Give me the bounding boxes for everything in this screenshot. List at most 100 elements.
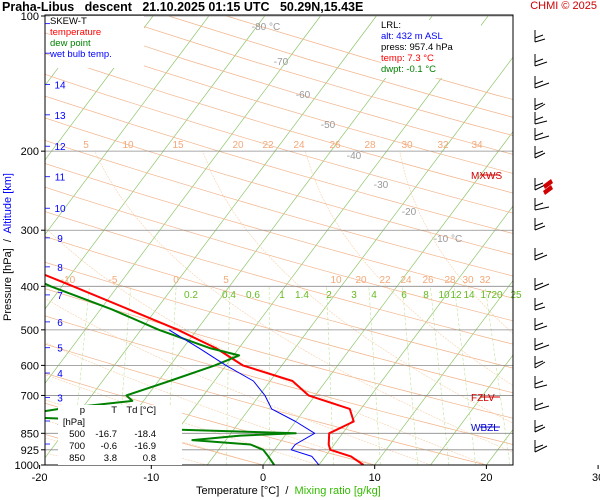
- altitude-tick-label: 4: [57, 369, 63, 380]
- dry-adiabat-line: [45, 236, 513, 369]
- isotherm-line: [45, 15, 154, 161]
- wind-barb: [534, 248, 548, 261]
- pressure-tick-label: 500: [21, 325, 39, 337]
- mixing-ratio-label: 12: [450, 290, 462, 301]
- table-cell: 3.8: [103, 453, 117, 464]
- mixing-ratio-label: 0.6: [246, 290, 260, 301]
- mixing-ratio-label: 2: [326, 290, 332, 301]
- temperature-tick-label: -20: [32, 472, 48, 484]
- temperature-tick-label: 10: [369, 472, 381, 484]
- y-axis-label: Pressure [hPa] / Altitude [km]: [2, 173, 14, 321]
- table-cell: 0.8: [142, 453, 156, 464]
- station-coords: 50.29N,15.43E: [279, 0, 364, 14]
- moist-adiabat-label: 22: [262, 140, 274, 151]
- altitude-tick-label: 5: [57, 344, 63, 355]
- mixing-ratio-line: [484, 286, 511, 465]
- table-row: 850 3.8 0.8: [58, 453, 182, 465]
- moist-adiabat-label: 26: [329, 140, 341, 151]
- legend-box: SKEW-T temperature dew point wet bulb te…: [50, 16, 144, 68]
- pressure-tick-label: 100: [21, 11, 39, 23]
- moist-adiabat-line: [45, 342, 375, 465]
- moist-adiabat-label: 30: [462, 275, 474, 286]
- moist-adiabat-line: [94, 151, 513, 453]
- pressure-tick-label: 925: [21, 445, 39, 457]
- isotherm-line: [318, 205, 513, 465]
- mixing-ratio-label: 17: [480, 290, 492, 301]
- mixing-ratio-line: [368, 286, 381, 465]
- dry-adiabat-label: -30: [374, 180, 389, 191]
- dry-adiabat-line: [45, 343, 487, 465]
- wind-barb: [534, 218, 546, 231]
- isotherm-line: [542, 16, 600, 465]
- dry-adiabat-label: -10 °C: [434, 234, 462, 245]
- isotherm-line: [45, 15, 321, 384]
- moist-adiabat-label: -10: [61, 275, 76, 286]
- dry-adiabat-line: [45, 140, 513, 277]
- dry-adiabat-label: -80 °C: [252, 22, 280, 33]
- table-cell: -16.9: [134, 441, 156, 452]
- dry-adiabat-line: [45, 95, 513, 234]
- mixing-ratio-label: 20: [491, 290, 503, 301]
- dry-adiabat-line: [45, 402, 264, 465]
- moist-adiabat-label: 15: [172, 140, 184, 151]
- moist-adiabat-label: 30: [401, 140, 413, 151]
- moist-adiabat-label: 20: [355, 275, 367, 286]
- wind-barb: [534, 146, 546, 159]
- level-marker-label: FZLV: [471, 393, 495, 404]
- altitude-tick-label: 11: [55, 173, 66, 184]
- isotherm-line: [45, 15, 265, 310]
- wind-barb: [534, 128, 550, 141]
- moist-adiabat-label: 5: [223, 275, 229, 286]
- altitude-tick-label: 14: [54, 80, 66, 91]
- pressure-tick-label: 400: [21, 281, 39, 293]
- copyright-link[interactable]: CHMI © 2025: [530, 0, 597, 12]
- isotherm-line: [374, 280, 513, 465]
- moist-adiabat-label: 24: [293, 140, 305, 151]
- wind-barb: [534, 420, 546, 433]
- moist-adiabat-label: 28: [444, 275, 456, 286]
- moist-adiabat-label: 26: [422, 275, 434, 286]
- legend-title: SKEW-T: [50, 16, 87, 27]
- dry-adiabat-line: [45, 74, 513, 214]
- wind-barb: [534, 338, 550, 351]
- lrl-box: LRL: alt: 432 m ASL press: 957.4 hPa tem…: [381, 20, 481, 78]
- dry-adiabat-label: -20: [402, 207, 417, 218]
- altitude-tick-label: 6: [57, 318, 63, 329]
- moist-adiabat-line: [399, 151, 513, 335]
- temperature-tick-label: 30: [592, 472, 600, 484]
- altitude-tick-label: 13: [54, 111, 66, 122]
- isotherm-line: [486, 428, 513, 465]
- legend-dew-point: dew point: [50, 38, 91, 49]
- legend-wet-bulb: wet bulb temp.: [50, 49, 112, 60]
- mixing-ratio-label: 1: [279, 290, 285, 301]
- pressure-tick-label: 300: [21, 225, 39, 237]
- isotherm-line: [95, 15, 433, 465]
- lrl-dewpoint: dwpt: -0.1 °C: [381, 64, 437, 75]
- sounding-mode: descent: [84, 0, 132, 14]
- altitude-tick-label: 10: [54, 204, 66, 215]
- lrl-title: LRL:: [381, 20, 402, 31]
- y-axis-label-altitude: Altitude [km]: [2, 173, 14, 234]
- mixing-ratio-label: 1.4: [295, 290, 309, 301]
- dry-adiabat-line: [45, 288, 513, 419]
- sounding-datetime: 21.10.2025 01:15 UTC: [142, 0, 270, 14]
- mixing-ratio-label: 0.4: [222, 290, 236, 301]
- table-cell: -0.6: [100, 441, 117, 452]
- level-marker-label: MXWS: [471, 171, 502, 182]
- isotherm-line: [430, 354, 513, 465]
- moist-adiabat-label: 22: [379, 275, 391, 286]
- table-header-t: T: [111, 405, 117, 416]
- wind-barb: [534, 76, 550, 89]
- wind-barb-max: [543, 179, 553, 195]
- wind-barb: [534, 440, 548, 453]
- table-row: 700 -0.6 -16.9: [58, 441, 182, 453]
- pressure-tick-label: 850: [21, 428, 39, 440]
- temperature-tick-label: 0: [260, 472, 266, 484]
- pressure-tick-label: 1000: [15, 460, 39, 472]
- wind-barb: [534, 376, 548, 389]
- mixing-ratio-label: 14: [463, 290, 475, 301]
- table-row: 500 -16.7 -18.4: [58, 429, 182, 441]
- dry-adiabat-line: [226, 15, 513, 100]
